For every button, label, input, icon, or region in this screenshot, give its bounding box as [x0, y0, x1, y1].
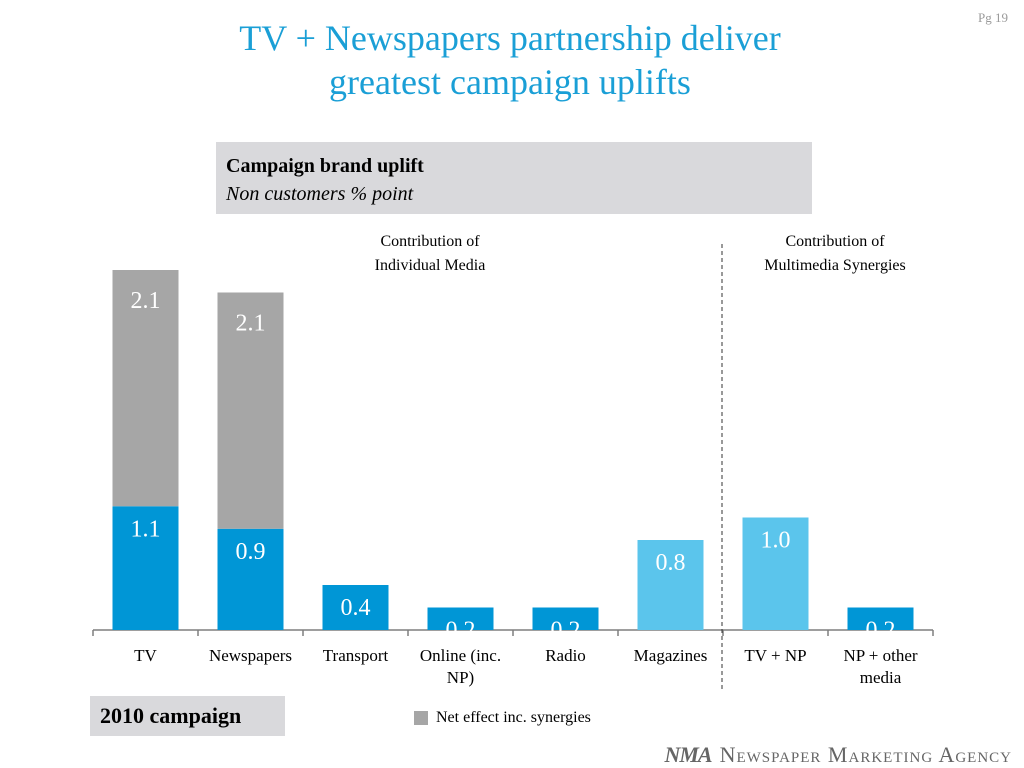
- bar-segment: [532, 607, 599, 630]
- slide-title-line2: greatest campaign uplifts: [329, 62, 691, 102]
- chart-unit-label: Non customers % point: [226, 183, 414, 205]
- x-tick-label: Magazines: [634, 646, 708, 665]
- bar-value-label: 0.9: [236, 539, 266, 565]
- group-label-individual-line2: Individual Media: [374, 257, 486, 274]
- x-tick-label: Transport: [323, 646, 389, 665]
- bar-value-label-net-effect: 2.1: [236, 311, 266, 337]
- bar-segment: [847, 607, 914, 630]
- footer-logo: NMA Newspaper Marketing Agency: [664, 742, 1012, 768]
- bar-segment-net-effect: [217, 292, 284, 529]
- chart-legend: Net effect inc. synergies: [414, 708, 591, 728]
- bar-value-label: 0.4: [341, 595, 371, 621]
- page-number: Pg 19: [978, 10, 1008, 25]
- bar-value-label: 1.0: [761, 528, 791, 554]
- bar-segment-net-effect: [112, 270, 179, 507]
- group-label-individual-line1: Contribution of: [380, 233, 480, 250]
- group-label-multimedia-line1: Contribution of: [785, 233, 885, 250]
- bar-chart: 1.1 2.1 TV 0.9 2.1 Newspapers 0.4 Transport 0.2 O…: [92, 244, 934, 690]
- bar-value-label: 0.2: [446, 618, 476, 644]
- footer-agency-name: Newspaper Marketing Agency: [719, 742, 1012, 767]
- bar-value-label: 0.2: [551, 618, 581, 644]
- bar-segment: [322, 585, 389, 630]
- slide-title-line1: TV + Newspapers partnership deliver: [239, 18, 781, 58]
- legend-label: Net effect inc. synergies: [436, 709, 591, 726]
- bar-segment: [427, 607, 494, 630]
- bar-segment: [112, 506, 179, 630]
- x-tick-label: media: [860, 668, 902, 687]
- chart-subtitle: Campaign brand uplift: [226, 155, 424, 177]
- bar-value-label-net-effect: 2.1: [131, 288, 161, 314]
- x-tick-label: NP): [447, 668, 474, 687]
- x-tick-label: NP + other: [843, 646, 917, 665]
- bar-segment: [217, 528, 284, 630]
- bar-value-label: 0.8: [656, 550, 686, 576]
- x-tick-label: Newspapers: [209, 646, 292, 665]
- group-label-multimedia-line2: Multimedia Synergies: [764, 257, 906, 274]
- x-tick-label: Radio: [545, 646, 586, 665]
- legend-swatch-gray: [414, 711, 428, 725]
- bar-segment: [742, 517, 809, 630]
- campaign-label: 2010 campaign: [90, 696, 285, 736]
- chart-subtitle-box: Campaign brand uplift Non customers % po…: [216, 142, 812, 214]
- bar-segment: [637, 540, 704, 630]
- group-label-multimedia: Contribution of Multimedia Synergies: [730, 230, 940, 278]
- group-label-individual: Contribution of Individual Media: [330, 230, 530, 278]
- x-tick-label: Online (inc.: [420, 646, 501, 665]
- x-tick-label: TV: [134, 646, 157, 665]
- slide-title: TV + Newspapers partnership deliver grea…: [180, 16, 840, 104]
- x-tick-label: TV + NP: [744, 646, 806, 665]
- bar-value-label: 1.1: [131, 516, 161, 542]
- nma-logo-icon: NMA: [664, 742, 712, 767]
- bar-value-label: 0.2: [866, 618, 896, 644]
